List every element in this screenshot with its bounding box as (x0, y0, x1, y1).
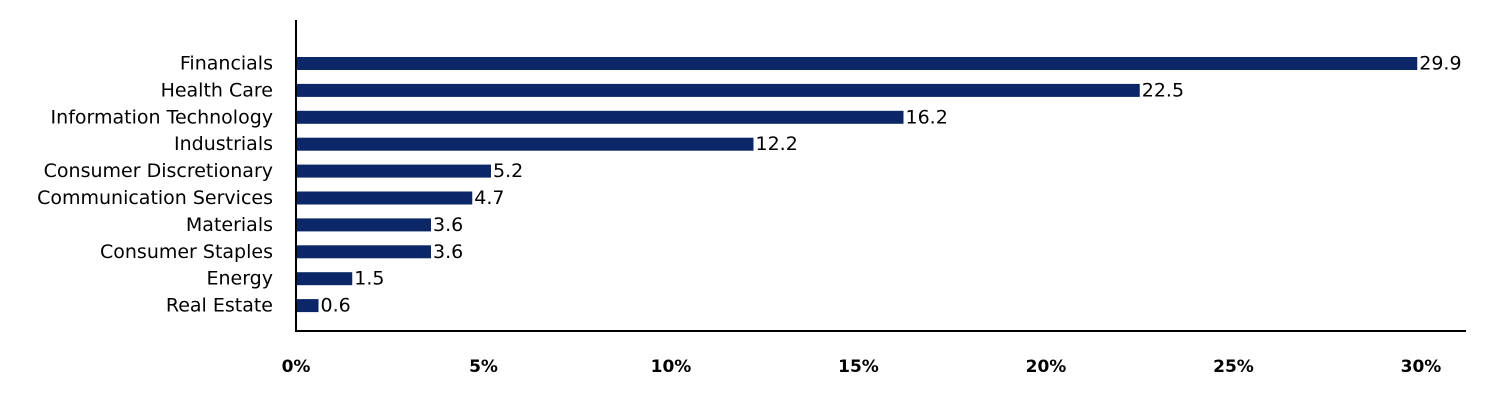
bar-consumer-discretionary (296, 164, 491, 178)
value-label-consumer-staples: 3.6 (433, 241, 463, 263)
value-label-real-estate: 0.6 (321, 295, 351, 317)
category-label-energy: Energy (206, 268, 273, 290)
bar-consumer-staples (296, 245, 431, 259)
x-tick-label: 30% (1401, 357, 1442, 377)
value-label-materials: 3.6 (433, 214, 463, 236)
bar-energy (296, 272, 353, 286)
x-tick-label: 0% (282, 357, 311, 377)
value-label-consumer-discretionary: 5.2 (493, 160, 523, 182)
bar-materials (296, 218, 431, 232)
bar-communication-services (296, 191, 473, 205)
category-label-communication-services: Communication Services (37, 187, 273, 209)
value-label-health-care: 22.5 (1142, 79, 1184, 101)
bar-information-technology (296, 110, 904, 124)
category-label-consumer-staples: Consumer Staples (100, 241, 273, 263)
bar-real-estate (296, 299, 319, 313)
bars-group (296, 57, 1418, 313)
category-label-real-estate: Real Estate (166, 295, 273, 317)
value-labels-group: 29.9 22.5 16.2 12.2 5.2 4.7 3.6 3.6 1.50.6 (321, 53, 1462, 317)
bar-industrials (296, 137, 754, 151)
x-tick-label: 10% (651, 357, 692, 377)
x-tick-label: 20% (1026, 357, 1067, 377)
value-label-energy: 1.5 (354, 268, 384, 290)
bar-health-care (296, 83, 1140, 97)
bar-financials (296, 57, 1418, 70)
category-label-financials: Financials (180, 53, 273, 75)
x-tick-label: 5% (469, 357, 498, 377)
category-label-information-technology: Information Technology (51, 106, 273, 128)
category-label-health-care: Health Care (161, 79, 273, 101)
value-label-information-technology: 16.2 (906, 106, 948, 128)
value-label-financials: 29.9 (1419, 53, 1461, 75)
category-label-materials: Materials (186, 214, 273, 236)
category-label-consumer-discretionary: Consumer Discretionary (44, 160, 273, 182)
x-tick-labels-group: 0% 5% 10% 15% 20% 25% 30% (282, 357, 1442, 377)
value-label-industrials: 12.2 (756, 133, 798, 155)
x-tick-label: 25% (1213, 357, 1254, 377)
category-labels-group: Financials Health Care Information Technol… (37, 53, 273, 317)
category-label-industrials: Industrials (174, 133, 273, 155)
x-tick-label: 15% (838, 357, 879, 377)
value-label-communication-services: 4.7 (474, 187, 504, 209)
